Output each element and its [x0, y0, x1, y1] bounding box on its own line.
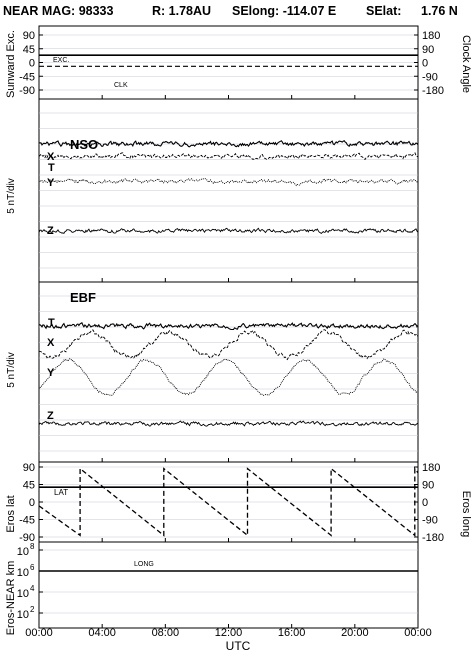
panel-frame: [38, 281, 419, 463]
exc-label: EXC.: [53, 57, 69, 64]
lat-label: LAT: [54, 488, 68, 497]
nso-trace-x: [38, 152, 418, 161]
x-axis: 00:00 04:00 08:00 12:00 16:00 20:00 00:00 UTC: [25, 95, 432, 653]
ebf-trace-label-y: Y: [47, 367, 55, 379]
eros-right-tick: 0: [422, 497, 428, 509]
distance-tick-exponent: 4: [30, 584, 35, 593]
x-tick-label: 00:00: [25, 627, 53, 639]
nso-trace-label-y: Y: [47, 177, 55, 189]
clk-label: CLK: [114, 82, 128, 89]
plot-header: NEAR MAG: 98333 R: 1.78AU SElong: -114.0…: [0, 0, 474, 22]
distance-tick-exponent: 8: [30, 542, 35, 551]
sunward-panel: Sunward Exc. Clock Angle EXC. CLK 90 180 4…: [5, 30, 472, 98]
sunward-left-tick: 0: [29, 58, 35, 70]
ebf-trace-y: [38, 357, 419, 396]
nso-trace-y: [38, 178, 419, 187]
eros-left-tick: 45: [23, 480, 35, 492]
eros-left-tick: 0: [29, 497, 35, 509]
distance-tick: 10: [17, 546, 29, 558]
x-tick-label: 12:00: [215, 627, 243, 639]
range-label: R: 1.78AU: [152, 4, 212, 18]
nso-ylabel: 5 nT/div: [6, 178, 17, 214]
eros-left-tick: -45: [19, 515, 35, 527]
eros-left-tick: 90: [23, 462, 35, 474]
distance-ylabel: Eros-NEAR km: [5, 561, 17, 636]
panel-frames: [38, 25, 419, 629]
mission-label: NEAR MAG: 98333: [3, 4, 114, 18]
ebf-trace-label-t: T: [48, 317, 55, 329]
nso-trace-label-t: T: [48, 162, 55, 174]
sunward-right-tick: 0: [422, 58, 428, 70]
sunward-right-tick: -180: [422, 85, 444, 97]
x-tick-label: 00:00: [404, 627, 432, 639]
nso-trace-z: [38, 227, 419, 234]
ebf-trace-label-z: Z: [47, 410, 54, 422]
distance-tick-exponent: 2: [30, 605, 35, 614]
x-tick-label: 20:00: [341, 627, 369, 639]
sunward-left-tick: 45: [23, 44, 35, 56]
eros-right-tick: 180: [422, 462, 440, 474]
panel-frame: [38, 541, 419, 629]
ebf-ylabel: 5 nT/div: [6, 352, 17, 388]
selong-label: SElong: -114.07 E: [232, 4, 337, 18]
eros-right-tick: -90: [422, 515, 438, 527]
eros-right-tick: -180: [422, 532, 444, 544]
x-tick-label: 08:00: [152, 627, 180, 639]
ebf-trace-t: [38, 322, 419, 331]
x-axis-label: UTC: [226, 639, 251, 653]
sunward-right-tick: -90: [422, 71, 438, 83]
clock-angle-ylabel: Clock Angle: [460, 35, 472, 93]
sunward-left-tick: -90: [19, 85, 35, 97]
nso-trace-label-x: X: [47, 151, 55, 163]
sunward-right-tick: 90: [422, 44, 434, 56]
selat-label: SElat:: [366, 4, 402, 18]
distance-tick: 10: [17, 609, 29, 621]
x-tick-label: 04:00: [88, 627, 116, 639]
sunward-left-tick: 90: [23, 30, 35, 42]
sunward-ylabel: Sunward Exc.: [5, 30, 17, 98]
eros-lat-ylabel: Eros lat: [5, 495, 17, 532]
eros-left-tick: -90: [19, 532, 35, 544]
eros-right-tick: 90: [422, 480, 434, 492]
ebf-panel: EBF 5 nT/div T X Y Z: [6, 290, 96, 422]
x-tick-label: 16:00: [278, 627, 306, 639]
nso-panel: NSO 5 nT/div T X Y Z: [6, 137, 98, 237]
distance-tick-exponent: 6: [30, 563, 35, 572]
eros-panel: Eros lat Eros long LAT LONG 90 180 45 90 0 0 -…: [5, 462, 472, 568]
series-long: [38, 466, 419, 537]
ebf-trace-x: [38, 329, 419, 361]
sunward-right-tick: 180: [422, 30, 440, 42]
distance-tick: 10: [17, 588, 29, 600]
eros-long-ylabel: Eros long: [460, 491, 472, 537]
nso-trace-label-z: Z: [47, 225, 54, 237]
ebf-trace-label-x: X: [47, 337, 55, 349]
plot-curves: [38, 54, 419, 572]
nso-trace-t: [38, 139, 419, 148]
ebf-trace-z: [38, 420, 419, 427]
distance-tick: 10: [17, 567, 29, 579]
ebf-title: EBF: [70, 290, 96, 305]
selat-value: 1.76 N: [421, 4, 458, 18]
long-label: LONG: [134, 561, 154, 568]
sunward-left-tick: -45: [19, 71, 35, 83]
